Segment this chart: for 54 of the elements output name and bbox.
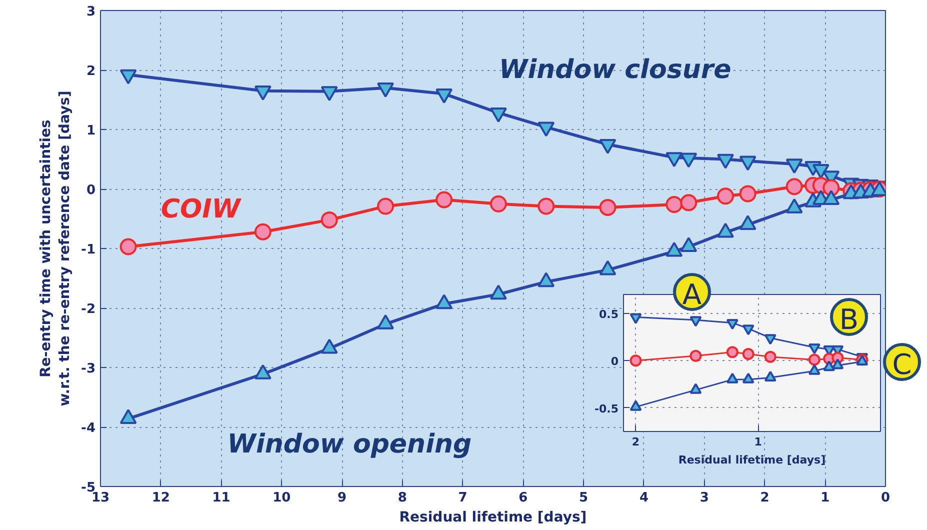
x-tick-label: 0 — [880, 490, 890, 506]
annotation: B — [839, 302, 859, 338]
series-label: Window opening — [227, 430, 472, 460]
point — [726, 372, 738, 384]
point — [742, 372, 754, 384]
y-tick-label: 3 — [86, 4, 96, 20]
y-tick-label: 2 — [86, 64, 96, 79]
x-tick-label: 11 — [212, 490, 230, 506]
point — [764, 350, 776, 363]
y-axis-title: Re-entry time with uncertainties w.r.t. the re-entry reference date [days] — [38, 90, 74, 406]
point — [726, 318, 738, 330]
y-tick-label: 1 — [86, 124, 96, 138]
point — [690, 316, 702, 327]
point — [808, 344, 820, 354]
y-tick-label: -1 — [81, 242, 96, 258]
point — [630, 313, 642, 324]
point — [630, 354, 642, 367]
point — [808, 364, 820, 375]
x-tick-label: 5 — [579, 490, 588, 506]
point — [764, 334, 776, 345]
x-tick-label: 12 — [152, 490, 170, 506]
x-tick-label: 6 — [518, 490, 528, 506]
point — [630, 400, 642, 411]
x-tick-label: 4 — [639, 490, 648, 506]
x-tick-label: 8 — [398, 490, 407, 506]
y-tick-label: -3 — [81, 362, 96, 376]
point — [823, 360, 836, 372]
x-tick-label: 13 — [91, 490, 110, 506]
text: C — [892, 347, 912, 383]
point — [764, 370, 776, 382]
x-axis-title: Residual lifetime [days] — [678, 454, 826, 466]
y-tick-label: 0.5 — [599, 308, 619, 321]
x-tick-label: 7 — [458, 490, 468, 506]
series-label: COIW — [160, 194, 242, 225]
annotation: A — [682, 277, 702, 313]
x-tick-label: 9 — [338, 490, 347, 506]
point — [726, 346, 738, 358]
x-tick-label: 1 — [820, 490, 830, 506]
y-tick-label: -2 — [81, 302, 96, 317]
y-tick-label: 0 — [86, 183, 96, 198]
point — [690, 350, 702, 362]
series-label: Window closure — [499, 54, 732, 85]
y-tick-label: -0.5 — [594, 402, 619, 416]
point — [742, 324, 754, 336]
x-tick-label: 2 — [760, 490, 770, 506]
point — [832, 358, 844, 370]
point — [808, 354, 820, 366]
y-tick-label: -4 — [81, 421, 96, 436]
x-tick-label: 3 — [700, 490, 709, 506]
x-axis-title: Residual lifetime [days] — [399, 510, 587, 526]
point — [690, 383, 702, 394]
x-tick-label: 10 — [272, 490, 291, 506]
point — [742, 348, 754, 360]
y-tick-label: 0 — [610, 355, 619, 368]
